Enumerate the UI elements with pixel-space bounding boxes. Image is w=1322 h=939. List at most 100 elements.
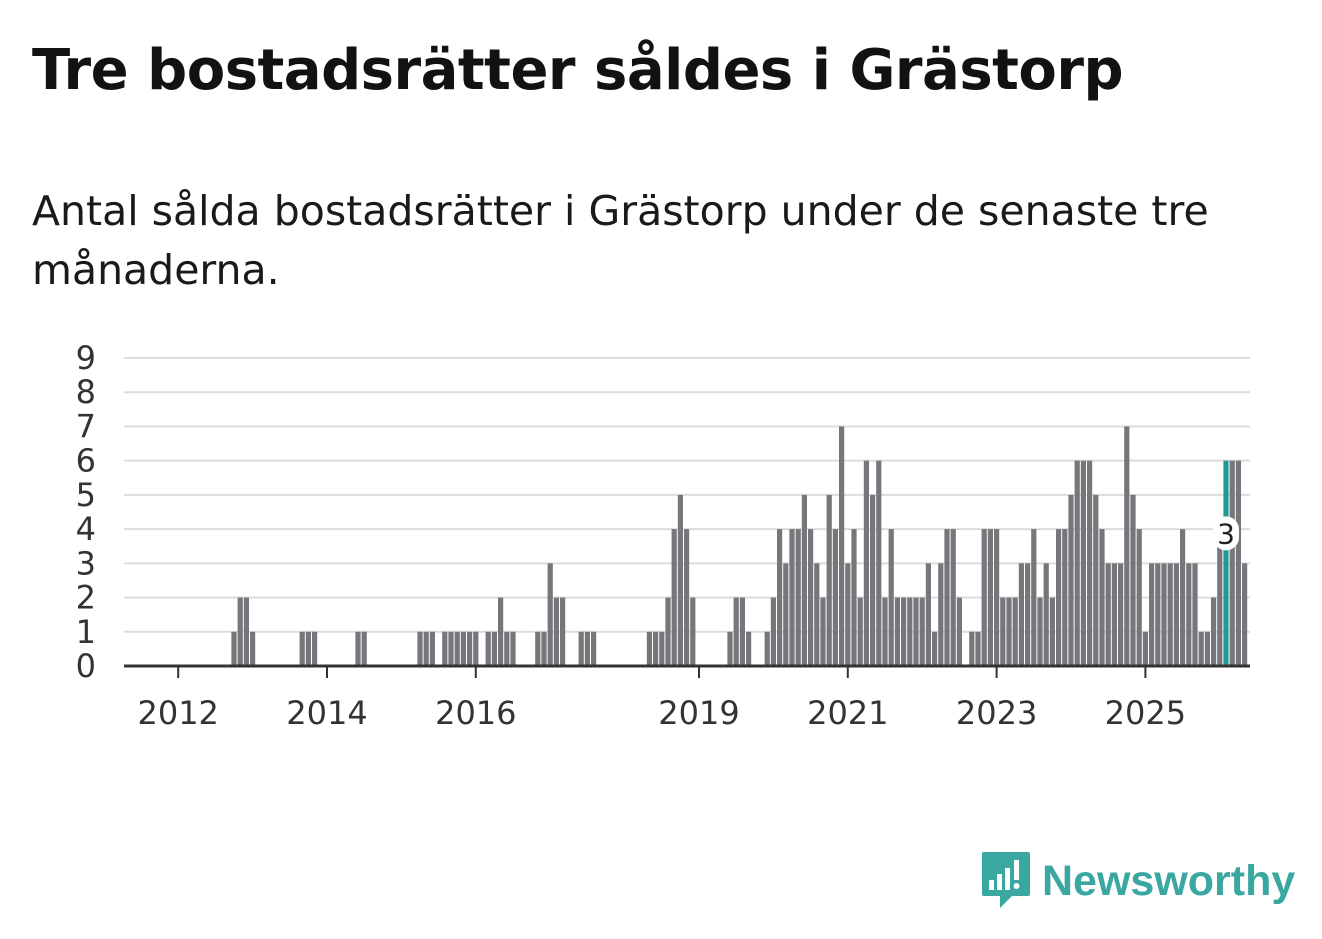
bar (863, 460, 869, 666)
x-tick-label: 2021 (807, 694, 888, 732)
bar (690, 597, 696, 666)
bar (671, 529, 677, 666)
bar (1217, 529, 1223, 666)
bar (467, 631, 473, 666)
bar (894, 597, 900, 666)
y-tick-label: 2 (76, 579, 96, 617)
bar (801, 494, 807, 666)
bar (684, 529, 690, 666)
bar (876, 460, 882, 666)
bar-highlight (1223, 460, 1229, 666)
bar (795, 529, 801, 666)
bar (969, 631, 975, 666)
bar (925, 563, 931, 666)
bar (1093, 494, 1099, 666)
bar (845, 563, 851, 666)
bar (907, 597, 913, 666)
y-tick-label: 1 (76, 613, 96, 651)
newsworthy-logo-icon (982, 852, 1030, 908)
bar (510, 631, 516, 666)
bar (560, 597, 566, 666)
chart-title: Tre bostadsrätter såldes i Grästorp (32, 38, 1124, 103)
y-tick-label: 7 (76, 407, 96, 445)
bar (913, 597, 919, 666)
bar (1043, 563, 1049, 666)
bar (653, 631, 659, 666)
bar (950, 529, 956, 666)
bar (1136, 529, 1142, 666)
newsworthy-logo[interactable]: Newsworthy (980, 850, 1295, 912)
bar (659, 631, 665, 666)
bar (832, 529, 838, 666)
x-tick-label: 2012 (137, 694, 218, 732)
bar (981, 529, 987, 666)
bar (789, 529, 795, 666)
bar (994, 529, 1000, 666)
bar (1025, 563, 1031, 666)
bar (727, 631, 733, 666)
gridlines (124, 357, 1250, 633)
y-tick-label: 0 (76, 647, 96, 685)
bar (504, 631, 510, 666)
bar (1031, 529, 1037, 666)
bar (1198, 631, 1204, 666)
bar (1074, 460, 1080, 666)
bar (764, 631, 770, 666)
bar (770, 597, 776, 666)
bar (956, 597, 962, 666)
bar (535, 631, 541, 666)
bar (1167, 563, 1173, 666)
x-tick-label: 2016 (435, 694, 516, 732)
bar (1130, 494, 1136, 666)
bars (231, 426, 1248, 666)
highlight-value-label: 3 (1217, 517, 1235, 550)
bar (1118, 563, 1124, 666)
bar (808, 529, 814, 666)
bar (888, 529, 894, 666)
bar (1056, 529, 1062, 666)
y-tick-label: 4 (76, 510, 96, 548)
bar (1155, 563, 1161, 666)
bar (1099, 529, 1105, 666)
bar (777, 529, 783, 666)
bar (429, 631, 435, 666)
bar (553, 597, 559, 666)
bar (1037, 597, 1043, 666)
highlight-label: 3 (1213, 516, 1239, 551)
bar (901, 597, 907, 666)
bar (578, 631, 584, 666)
bar (485, 631, 491, 666)
bar (1173, 563, 1179, 666)
x-axis-ticks: 2012 2014 2016 2019 2021 2023 2025 (137, 666, 1186, 732)
bar (1149, 563, 1155, 666)
bar (646, 631, 652, 666)
bar (250, 631, 256, 666)
bar (733, 597, 739, 666)
bar (498, 597, 504, 666)
bar (312, 631, 318, 666)
bar (739, 597, 745, 666)
bar (1111, 563, 1117, 666)
highlight-label-bg (1213, 516, 1239, 551)
bar (944, 529, 950, 666)
bar (677, 494, 683, 666)
y-tick-label: 9 (76, 339, 96, 377)
bar (1105, 563, 1111, 666)
brand-name: Newsworthy (1042, 856, 1296, 905)
bar (1180, 529, 1186, 666)
bar (473, 631, 479, 666)
bar (665, 597, 671, 666)
bar (975, 631, 981, 666)
bar (783, 563, 789, 666)
y-tick-label: 8 (76, 373, 96, 411)
bar (460, 631, 466, 666)
bar (591, 631, 597, 666)
x-tick-label: 2014 (286, 694, 367, 732)
bar (1186, 563, 1192, 666)
bar (355, 631, 361, 666)
x-tick-label: 2025 (1105, 694, 1186, 732)
bar (1204, 631, 1210, 666)
bar (1142, 631, 1148, 666)
